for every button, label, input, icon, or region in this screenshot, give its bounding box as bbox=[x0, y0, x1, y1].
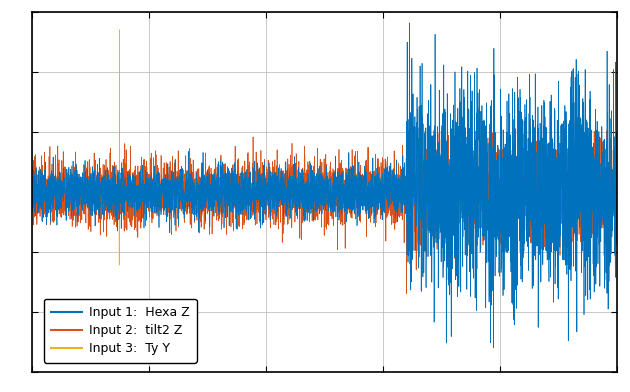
Input 3:  Ty Y: (750, 1.35): Ty Y: (750, 1.35) bbox=[116, 27, 123, 32]
Input 1:  Hexa Z: (4.11e+03, -0.136): Hexa Z: (4.11e+03, -0.136) bbox=[510, 206, 517, 211]
Line: Input 1:  Hexa Z: Input 1: Hexa Z bbox=[32, 23, 617, 348]
Input 1:  Hexa Z: (908, -0.0543): Hexa Z: (908, -0.0543) bbox=[134, 196, 142, 201]
Input 2:  tilt2 Z: (908, 0.217): tilt2 Z: (908, 0.217) bbox=[134, 163, 142, 168]
Input 1:  Hexa Z: (0, -0.0678): Hexa Z: (0, -0.0678) bbox=[28, 198, 35, 203]
Input 1:  Hexa Z: (3.73e+03, 0.0622): Hexa Z: (3.73e+03, 0.0622) bbox=[465, 182, 472, 187]
Input 2:  tilt2 Z: (5e+03, 0.142): tilt2 Z: (5e+03, 0.142) bbox=[614, 173, 621, 178]
Input 1:  Hexa Z: (3.22e+03, 1.41): Hexa Z: (3.22e+03, 1.41) bbox=[406, 20, 413, 25]
Line: Input 3:  Ty Y: Input 3: Ty Y bbox=[32, 30, 617, 265]
Input 2:  tilt2 Z: (1.91e+03, -0.274): tilt2 Z: (1.91e+03, -0.274) bbox=[251, 223, 259, 227]
Input 3:  Ty Y: (749, -0.608): Ty Y: (749, -0.608) bbox=[115, 263, 123, 267]
Input 3:  Ty Y: (4.11e+03, 0.0546): Ty Y: (4.11e+03, 0.0546) bbox=[510, 183, 517, 188]
Input 2:  tilt2 Z: (3.25e+03, 0.743): tilt2 Z: (3.25e+03, 0.743) bbox=[408, 100, 416, 105]
Input 3:  Ty Y: (3.25e+03, 0.037): Ty Y: (3.25e+03, 0.037) bbox=[409, 185, 416, 190]
Input 3:  Ty Y: (3e+03, -0.0668): Ty Y: (3e+03, -0.0668) bbox=[379, 198, 387, 202]
Input 1:  Hexa Z: (3.25e+03, -0.293): Hexa Z: (3.25e+03, -0.293) bbox=[409, 225, 416, 230]
Input 1:  Hexa Z: (3.94e+03, -1.3): Hexa Z: (3.94e+03, -1.3) bbox=[490, 346, 497, 350]
Input 1:  Hexa Z: (3e+03, 0.154): Hexa Z: (3e+03, 0.154) bbox=[379, 171, 387, 176]
Input 2:  tilt2 Z: (4.11e+03, 0.119): tilt2 Z: (4.11e+03, 0.119) bbox=[510, 176, 517, 180]
Input 3:  Ty Y: (3.73e+03, -0.0706): Ty Y: (3.73e+03, -0.0706) bbox=[465, 198, 472, 203]
Input 2:  tilt2 Z: (4.77e+03, -0.863): tilt2 Z: (4.77e+03, -0.863) bbox=[587, 294, 594, 298]
Legend: Input 1:  Hexa Z, Input 2:  tilt2 Z, Input 3:  Ty Y: Input 1: Hexa Z, Input 2: tilt2 Z, Input… bbox=[43, 299, 197, 363]
Input 1:  Hexa Z: (5e+03, -0.0968): Hexa Z: (5e+03, -0.0968) bbox=[614, 201, 621, 206]
Line: Input 2:  tilt2 Z: Input 2: tilt2 Z bbox=[32, 103, 617, 296]
Input 2:  tilt2 Z: (3.73e+03, -0.0288): tilt2 Z: (3.73e+03, -0.0288) bbox=[465, 193, 472, 198]
Input 3:  Ty Y: (0, 0.0174): Ty Y: (0, 0.0174) bbox=[28, 188, 35, 192]
Input 2:  tilt2 Z: (0, -0.0551): tilt2 Z: (0, -0.0551) bbox=[28, 196, 35, 201]
Input 3:  Ty Y: (1.91e+03, 0.0223): Ty Y: (1.91e+03, 0.0223) bbox=[252, 187, 260, 192]
Input 3:  Ty Y: (910, -0.0108): Ty Y: (910, -0.0108) bbox=[134, 191, 142, 196]
Input 3:  Ty Y: (5e+03, -0.0297): Ty Y: (5e+03, -0.0297) bbox=[614, 193, 621, 198]
Input 2:  tilt2 Z: (3e+03, 0.215): tilt2 Z: (3e+03, 0.215) bbox=[379, 164, 387, 169]
Input 1:  Hexa Z: (1.91e+03, 0.0254): Hexa Z: (1.91e+03, 0.0254) bbox=[251, 187, 259, 191]
Input 2:  tilt2 Z: (3.25e+03, -0.414): tilt2 Z: (3.25e+03, -0.414) bbox=[409, 240, 416, 244]
